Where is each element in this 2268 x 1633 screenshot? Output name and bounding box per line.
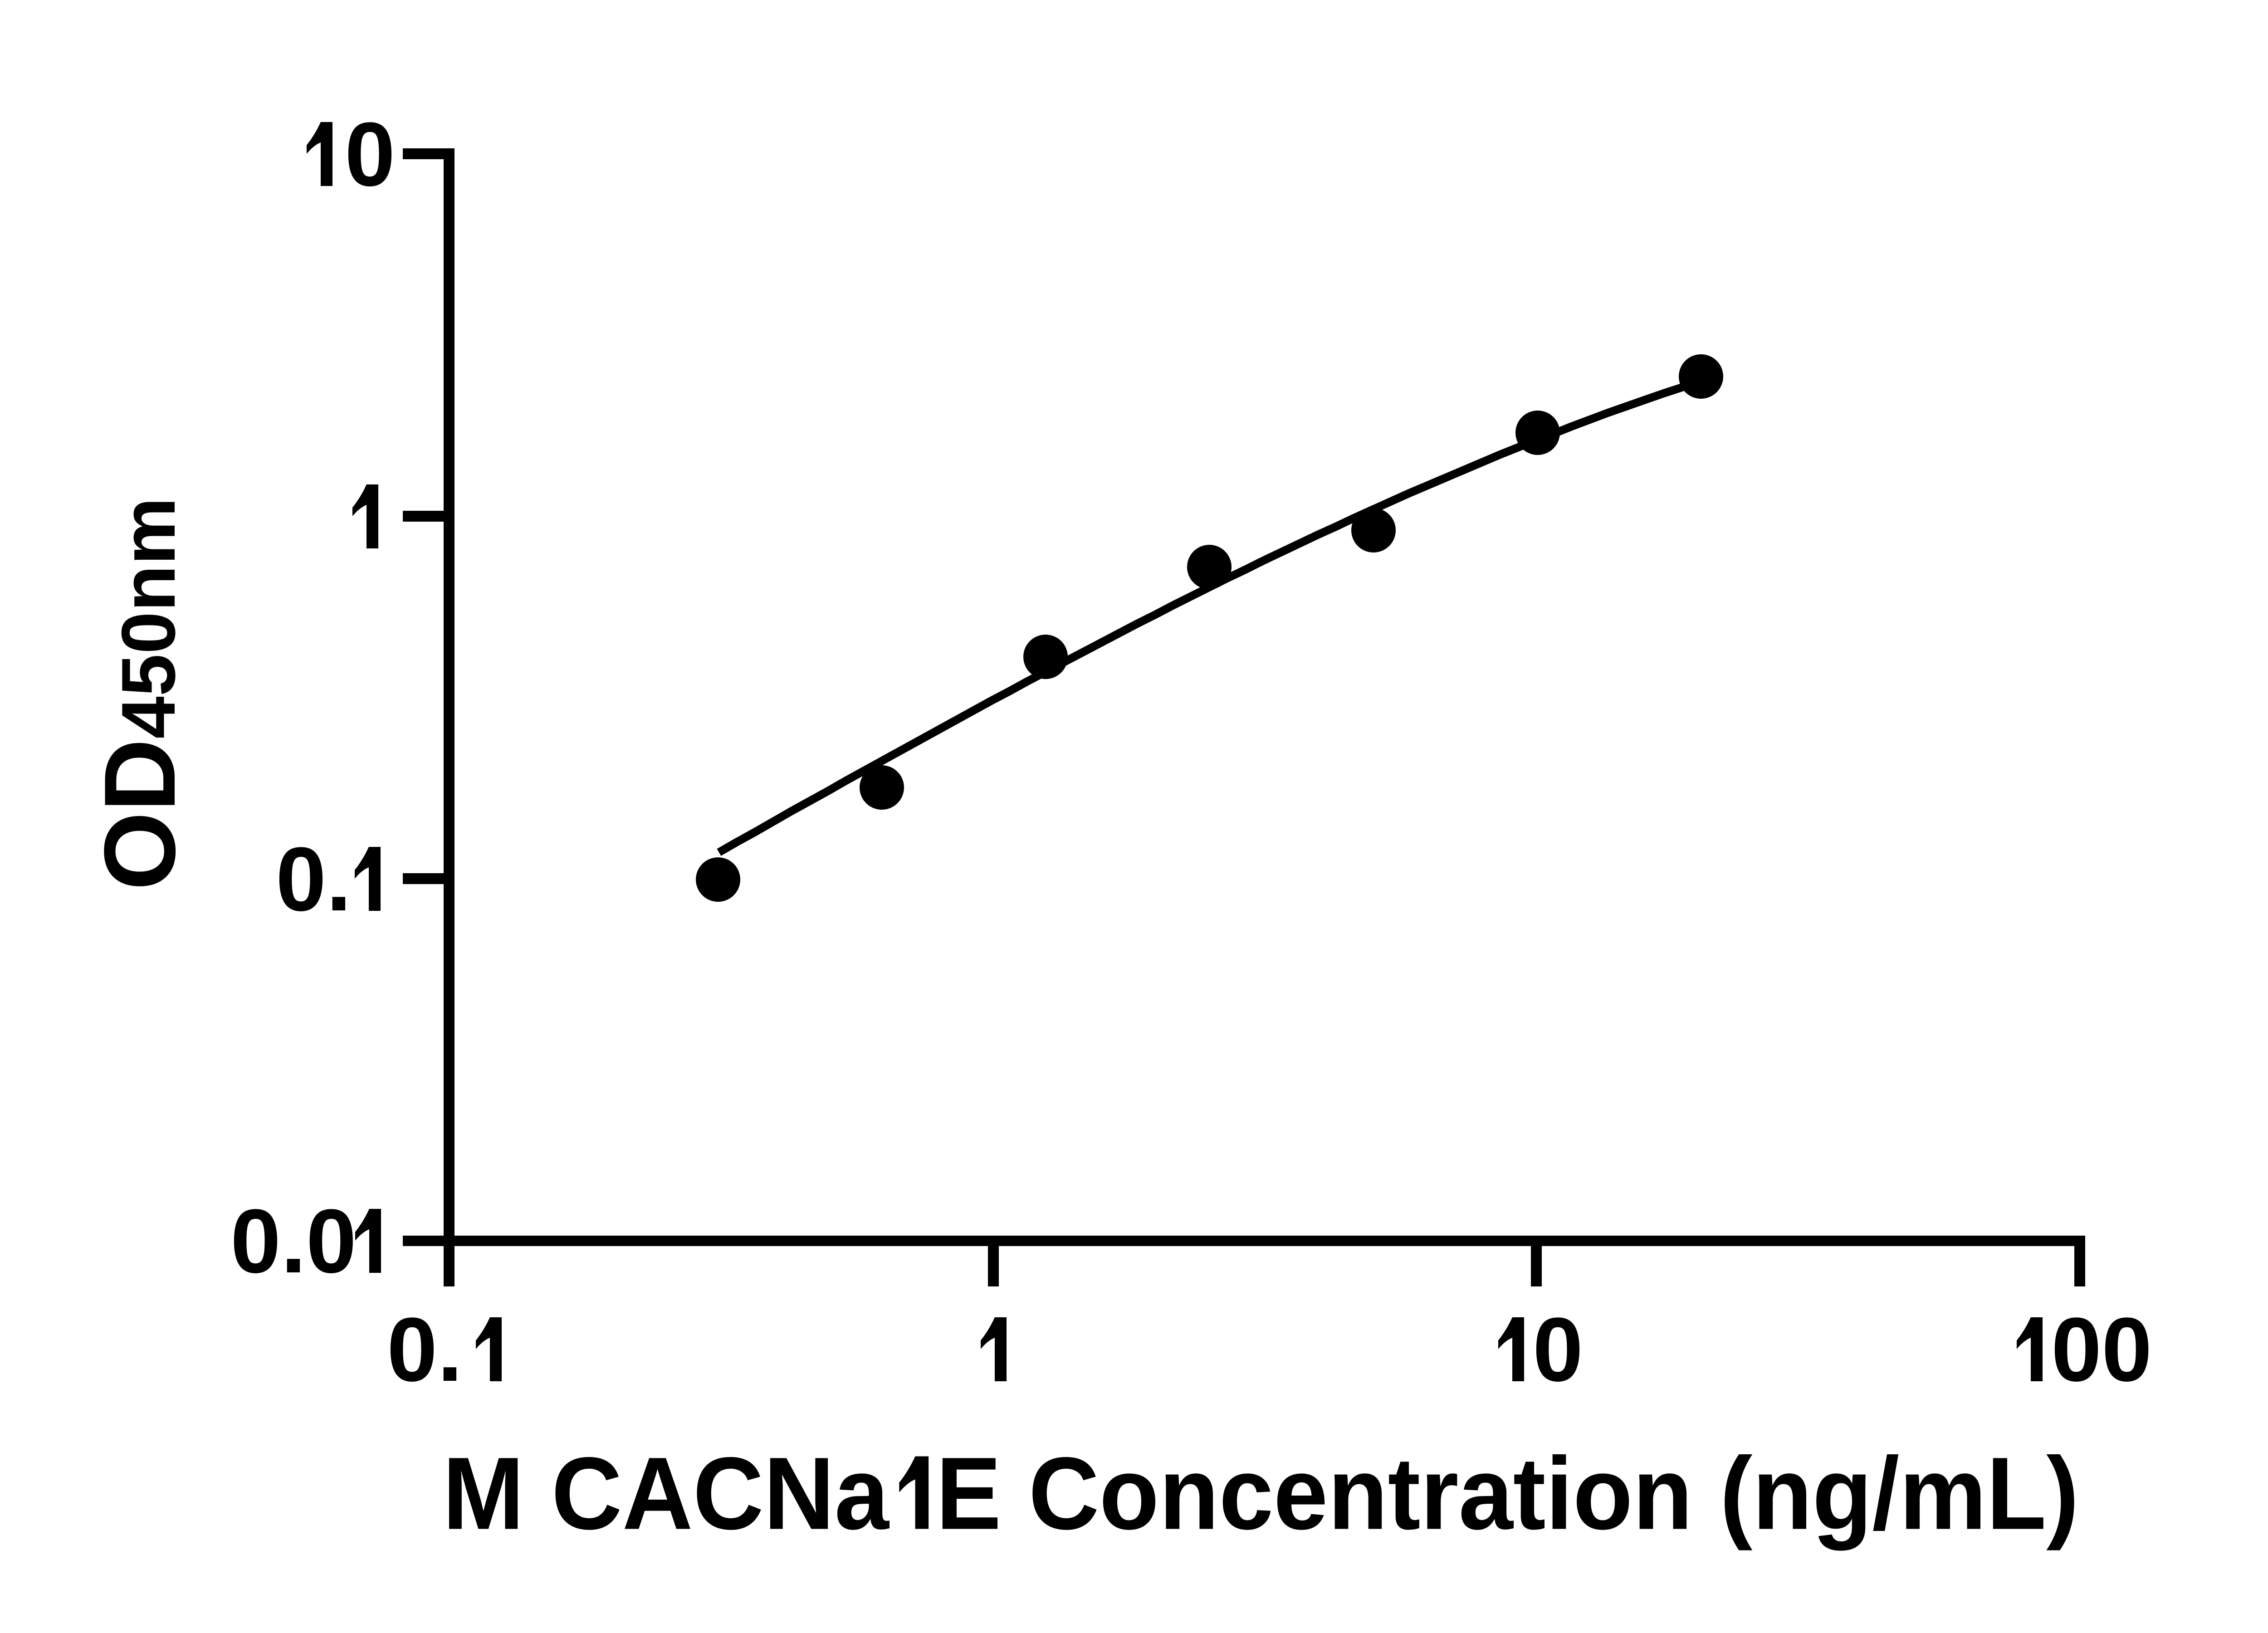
- svg-text:0: 0: [345, 104, 395, 205]
- svg-text:0.: 0.: [387, 1299, 463, 1400]
- svg-text:0.: 0.: [276, 829, 352, 930]
- svg-text:E Concentration (ng/mL): E Concentration (ng/mL): [936, 1437, 2079, 1551]
- svg-text:00: 00: [2051, 1299, 2152, 1400]
- svg-text:M CACNa: M CACNa: [443, 1437, 890, 1551]
- svg-text:0.0: 0.0: [230, 1191, 357, 1292]
- svg-text:0: 0: [1533, 1299, 1583, 1400]
